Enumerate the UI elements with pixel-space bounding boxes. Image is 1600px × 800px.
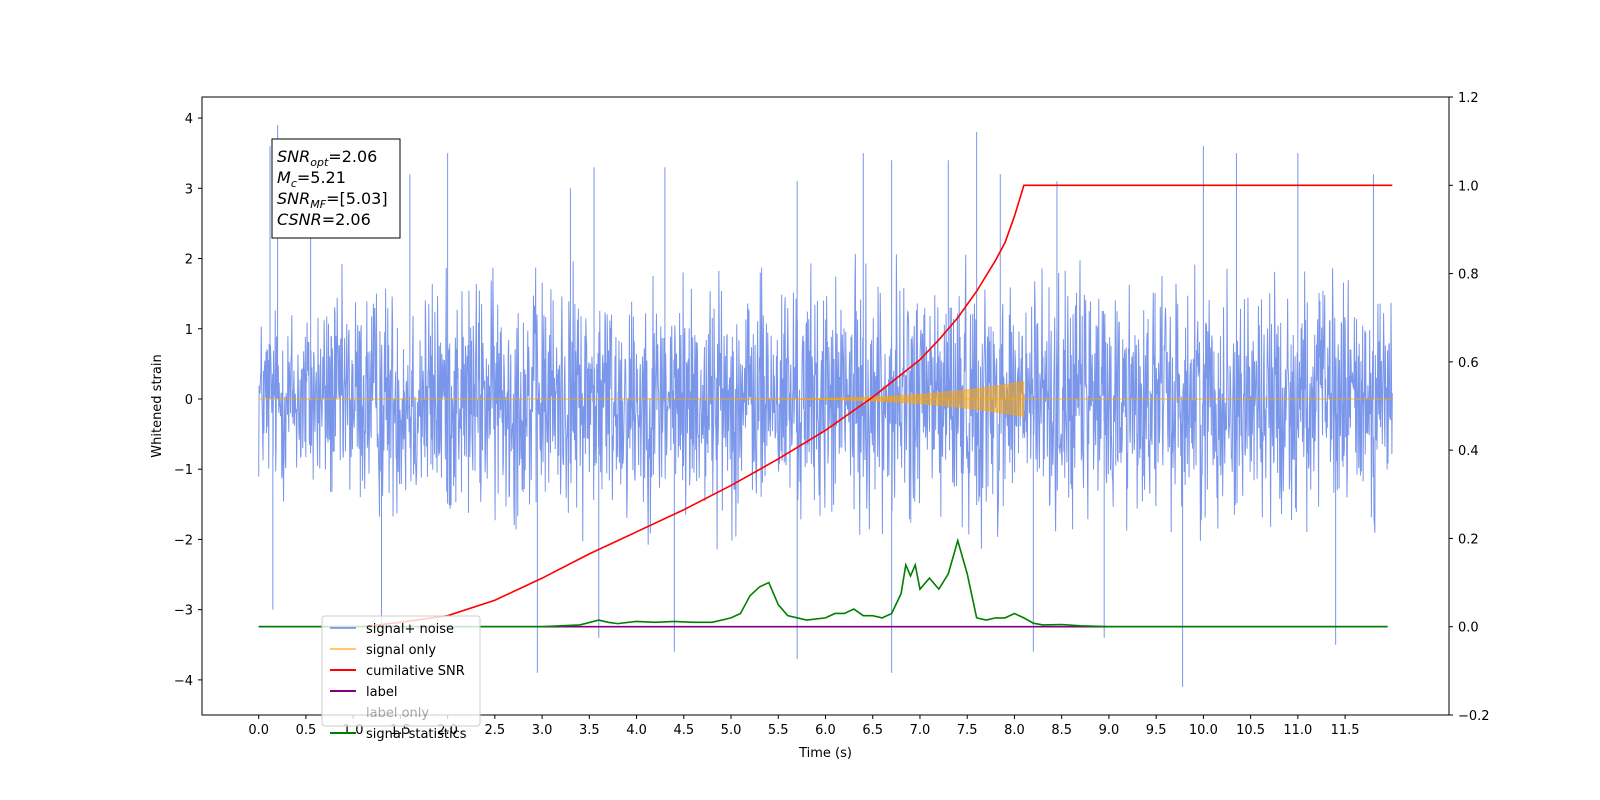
x-tick-label: 3.0: [532, 723, 553, 738]
y-tick-label-left: 0: [185, 393, 193, 408]
y-tick-label-right: 0.4: [1458, 444, 1479, 459]
x-tick-label: 0.5: [296, 723, 317, 738]
x-tick-label: 2.5: [485, 723, 506, 738]
series-signal-only-chirp: [731, 380, 1025, 418]
y-tick-label-left: 2: [185, 253, 193, 268]
x-tick-label: 1.0: [343, 723, 364, 738]
y-axis-label: Whitened strain: [150, 354, 165, 457]
x-tick-label: 7.5: [957, 723, 978, 738]
y-tick-label-right: 1.2: [1458, 91, 1479, 106]
legend-item[interactable]: signal statistics: [330, 727, 467, 742]
x-tick-label: 7.0: [910, 723, 931, 738]
legend-label: signal+ noise: [366, 622, 454, 637]
x-tick-label: 5.5: [768, 723, 789, 738]
x-tick-label: 8.5: [1051, 723, 1072, 738]
y-tick-label-left: 4: [185, 112, 193, 127]
annotation-line: CSNR=2.06: [277, 210, 371, 229]
y-tick-label-left: −1: [174, 463, 193, 478]
legend[interactable]: signal+ noise signal only cumilative SNR la…: [321, 615, 481, 742]
axes: 0.0 0.5 1.0 1.5 2.0 2.5 3.0 3.5 4.0 4.5 5.0 5.5 6.0 6…: [174, 91, 1490, 738]
x-tick-label: 9.5: [1146, 723, 1167, 738]
x-tick-label: 10.5: [1236, 723, 1265, 738]
x-tick-label: 11.0: [1283, 723, 1312, 738]
legend-item[interactable]: label only: [366, 706, 429, 721]
x-tick-label: 0.0: [248, 723, 269, 738]
y-tick-label-right: 0.2: [1458, 532, 1479, 547]
legend-frame: [321, 615, 481, 727]
x-tick-label: 6.0: [815, 723, 836, 738]
legend-item[interactable]: cumilative SNR: [330, 664, 465, 679]
y-tick-label-left: 1: [185, 323, 193, 338]
y-tick-label-left: −2: [174, 533, 193, 548]
legend-label: cumilative SNR: [366, 664, 465, 679]
y-tick-label-right: −0.2: [1458, 709, 1490, 724]
x-tick-label: 8.0: [1004, 723, 1025, 738]
x-tick-label: 6.5: [862, 723, 883, 738]
legend-label: signal only: [366, 643, 436, 658]
annotation-frame: [271, 138, 401, 239]
legend-item[interactable]: signal+ noise: [330, 622, 454, 637]
legend-label: label only: [366, 706, 429, 721]
y-tick-label-right: 0.8: [1458, 268, 1479, 283]
x-tick-label: 11.5: [1331, 723, 1360, 738]
y-tick-label-left: −3: [174, 604, 193, 619]
annotation-line: SNRopt=2.06: [277, 147, 377, 169]
y-tick-label-right: 0.6: [1458, 356, 1479, 371]
x-tick-label: 10.0: [1189, 723, 1218, 738]
legend-label: label: [366, 685, 397, 700]
x-axis-label: Time (s): [798, 746, 852, 761]
y-tick-label-left: 3: [185, 182, 193, 197]
annotation-line: SNRMF=[5.03]: [277, 189, 388, 211]
y-tick-label-left: −4: [174, 674, 193, 689]
legend-item[interactable]: signal only: [330, 643, 436, 658]
series-cumilative-snr: [362, 184, 1393, 628]
legend-label: signal statistics: [366, 727, 467, 742]
annotation-line: Mc=5.21: [277, 168, 346, 190]
series-signal-noise: [258, 125, 1393, 687]
x-tick-label: 1.5: [390, 723, 411, 738]
x-tick-label: 5.0: [721, 723, 742, 738]
x-tick-label: 3.5: [579, 723, 600, 738]
x-tick-label: 2.0: [437, 723, 458, 738]
legend-item[interactable]: label: [330, 685, 397, 700]
y-tick-label-right: 0.0: [1458, 621, 1479, 636]
y-tick-label-right: 1.0: [1458, 179, 1479, 194]
x-tick-label: 4.0: [626, 723, 647, 738]
x-tick-label: 4.5: [673, 723, 694, 738]
series-signal-statistics: [258, 537, 1388, 628]
x-tick-label: 9.0: [1099, 723, 1120, 738]
